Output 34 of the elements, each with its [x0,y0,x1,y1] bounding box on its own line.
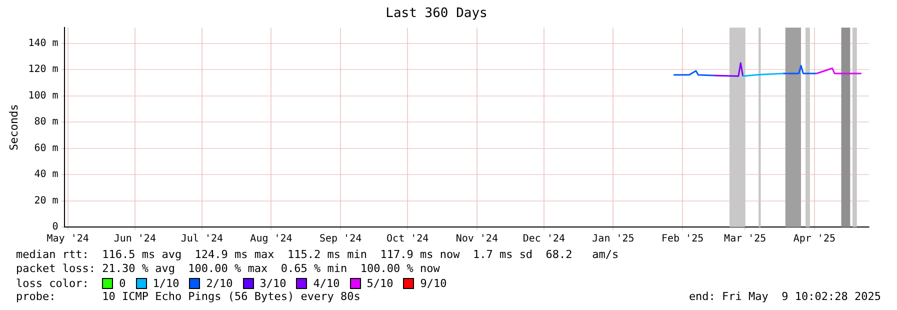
y-tick-label: 100 m [28,90,58,102]
x-tick-label: Jan '25 [592,234,634,245]
x-tick-label: Oct '24 [386,234,429,245]
text: probe: 10 ICMP Echo Pings (56 Bytes) every 80s [16,290,360,304]
text: end: Fri May 9 10:02:28 2025 [688,290,881,304]
legend-label: 1/10 [152,276,180,290]
x-tick-label: Sep '24 [319,234,362,245]
x-tick-label: Jul '24 [180,234,224,245]
x-tick-label: Nov '24 [456,234,498,245]
x-tick-label: Dec '24 [522,234,566,245]
y-tick-label: 40 m [34,169,58,180]
x-tick-label: Aug '24 [250,234,292,245]
legend-label: 2/10 [206,276,233,290]
legend-label: 4/10 [313,276,340,290]
legend-label: 0 [119,276,126,290]
x-tick-label: Mar '25 [724,234,766,245]
y-axis-title: Seconds [7,104,20,150]
x-tick-label: May '24 [46,234,89,245]
legend-label: 9/10 [420,276,447,290]
legend-label: 3/10 [260,276,286,290]
y-tick-label: 80 m [34,116,58,128]
chart-title: Last 360 Days [386,6,488,22]
y-tick-label: 140 m [28,38,58,49]
x-tick-label: Jun '24 [114,234,156,245]
y-tick-label: 0 [52,222,58,233]
y-tick-label: 120 m [28,64,58,76]
x-tick-label: Feb '25 [661,234,704,245]
legend-label: 5/10 [366,276,394,290]
x-tick-label: Apr '25 [793,234,836,245]
legend-title: loss color: [16,276,90,290]
y-tick-label: 60 m [34,142,58,154]
y-tick-label: 20 m [34,195,58,206]
text: median rtt: 116.5 ms avg 124.9 ms max 115.2 ms min 117.9 ms now 1.7 ms sd 68.2 am/s [16,248,620,262]
text: packet loss: 21.30 % avg 100.00 % max 0.65 % min 100.00 % now [16,262,441,276]
